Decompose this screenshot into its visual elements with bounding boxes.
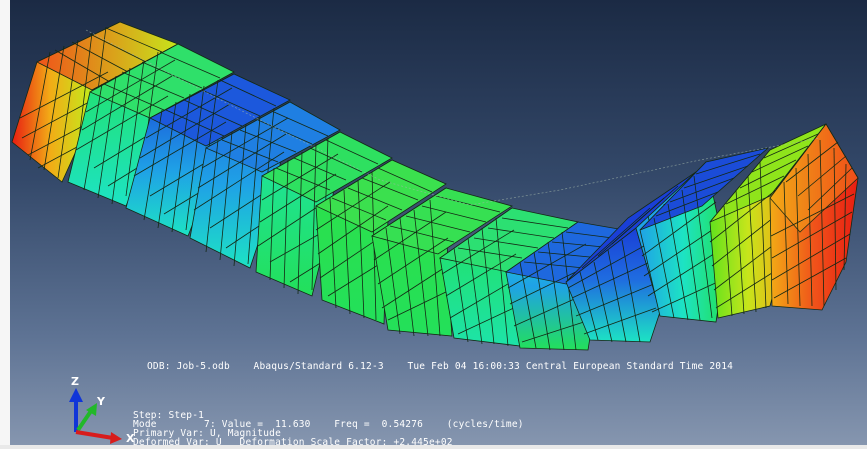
- y-axis-arrow: [76, 409, 93, 432]
- mesh-block-4: [189, 101, 341, 269]
- bottom-edge: [0, 445, 867, 449]
- x-axis-label: X: [126, 432, 135, 445]
- step-line: Step: Step-1: [133, 410, 205, 421]
- left-panel-edge: [0, 0, 10, 449]
- primary-var-line: Primary Var: U, Magnitude: [133, 428, 281, 439]
- mesh-block-6: [315, 159, 447, 325]
- mode-line: Mode 7: Value = 11.630 Freq = 0.54276 (c…: [133, 419, 524, 430]
- mesh-block-7: [371, 187, 513, 337]
- z-axis-label: Z: [71, 375, 79, 388]
- undeformed-outline: [85, 29, 821, 206]
- axis-triad: [69, 388, 122, 444]
- x-axis-arrow: [75, 430, 114, 440]
- deformed-var-line: Deformed Var: U Deformation Scale Factor…: [133, 437, 453, 448]
- mesh-block-3: [125, 73, 291, 237]
- y-axis-label: Y: [97, 395, 105, 408]
- mesh-block-8: [439, 207, 579, 347]
- mesh-block-2: [67, 43, 235, 207]
- mesh-block-12: [709, 123, 827, 319]
- odb-info-line: ODB: Job-5.odb Abaqus/Standard 6.12-3 Tu…: [147, 361, 734, 372]
- mesh-block-11: [639, 147, 769, 323]
- mesh-block-13: [769, 123, 859, 311]
